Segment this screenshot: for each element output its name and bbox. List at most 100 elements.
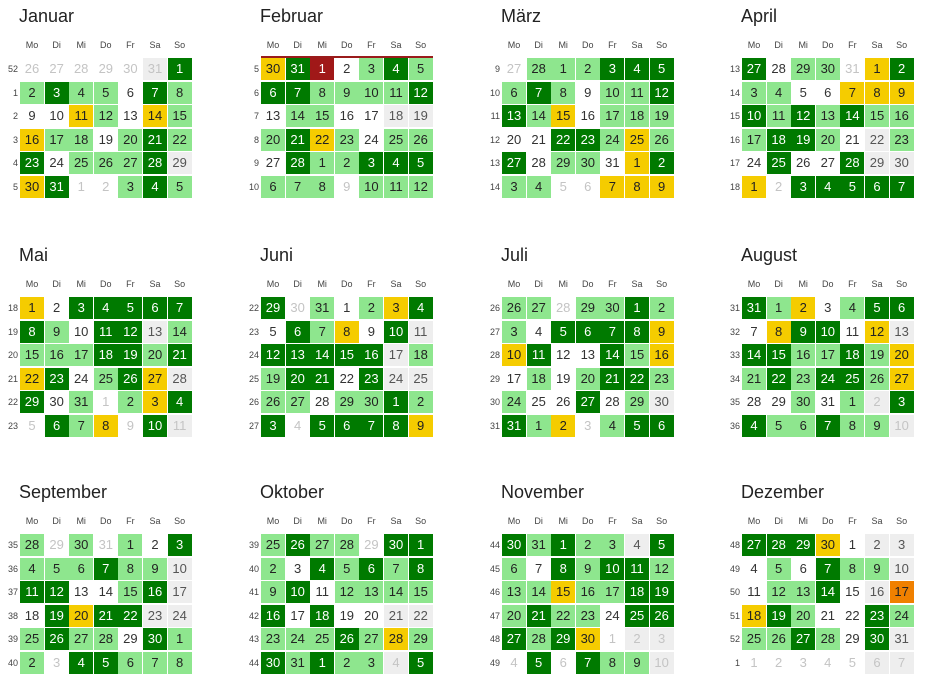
day-cell[interactable]: 3 — [742, 81, 766, 104]
day-cell[interactable]: 4 — [526, 176, 551, 198]
day-cell[interactable]: 19 — [551, 367, 576, 390]
day-cell[interactable]: 29 — [551, 628, 576, 651]
day-cell[interactable]: 7 — [840, 81, 865, 104]
day-cell[interactable]: 18 — [384, 105, 408, 128]
day-cell[interactable]: 23 — [261, 628, 285, 651]
day-cell[interactable]: 22 — [118, 604, 143, 627]
day-cell[interactable]: 8 — [20, 320, 44, 343]
day-cell[interactable]: 30 — [359, 391, 384, 414]
day-cell[interactable]: 4 — [840, 297, 865, 319]
day-cell[interactable]: 30 — [44, 391, 69, 414]
day-cell[interactable]: 26 — [551, 391, 576, 414]
day-cell[interactable]: 14 — [526, 105, 551, 128]
day-cell[interactable]: 15 — [625, 344, 649, 367]
day-cell[interactable]: 10 — [143, 415, 167, 437]
day-cell[interactable]: 12 — [865, 320, 889, 343]
day-cell[interactable]: 23 — [44, 367, 69, 390]
day-cell[interactable]: 23 — [359, 367, 384, 390]
day-cell[interactable]: 15 — [20, 344, 44, 367]
day-cell[interactable]: 28 — [167, 367, 192, 390]
day-cell[interactable]: 24 — [285, 628, 310, 651]
day-cell[interactable]: 13 — [575, 344, 600, 367]
day-cell[interactable]: 6 — [261, 176, 285, 198]
day-cell[interactable]: 14 — [815, 581, 840, 604]
day-cell[interactable]: 21 — [840, 128, 865, 151]
day-cell[interactable]: 7 — [69, 415, 94, 437]
day-cell[interactable]: 4 — [310, 557, 335, 580]
day-cell[interactable]: 11 — [625, 81, 649, 104]
day-cell[interactable]: 7 — [600, 176, 625, 198]
day-cell[interactable]: 28 — [285, 152, 310, 175]
day-cell[interactable]: 21 — [93, 604, 118, 627]
day-cell[interactable]: 7 — [384, 557, 408, 580]
day-cell[interactable]: 14 — [384, 581, 408, 604]
day-cell[interactable]: 17 — [44, 128, 69, 151]
day-cell[interactable]: 11 — [742, 581, 766, 604]
day-cell[interactable]: 20 — [359, 604, 384, 627]
day-cell[interactable]: 2 — [889, 58, 914, 80]
day-cell[interactable]: 1 — [310, 58, 335, 80]
day-cell[interactable]: 30 — [865, 628, 889, 651]
day-cell[interactable]: 13 — [118, 105, 143, 128]
day-cell[interactable]: 3 — [118, 176, 143, 198]
day-cell[interactable]: 10 — [359, 81, 384, 104]
day-cell[interactable]: 4 — [20, 557, 44, 580]
day-cell[interactable]: 9 — [334, 176, 359, 198]
day-cell[interactable]: 3 — [575, 415, 600, 437]
day-cell[interactable]: 6 — [69, 557, 94, 580]
day-cell[interactable]: 1 — [526, 415, 551, 437]
day-cell[interactable]: 6 — [285, 320, 310, 343]
day-cell[interactable]: 27 — [502, 628, 526, 651]
day-cell[interactable]: 9 — [20, 105, 44, 128]
day-cell[interactable]: 8 — [118, 557, 143, 580]
day-cell[interactable]: 1 — [334, 297, 359, 319]
day-cell[interactable]: 3 — [502, 320, 526, 343]
day-cell[interactable]: 27 — [359, 628, 384, 651]
day-cell[interactable]: 17 — [502, 367, 526, 390]
day-cell[interactable]: 23 — [865, 604, 889, 627]
day-cell[interactable]: 9 — [261, 581, 285, 604]
day-cell[interactable]: 2 — [551, 415, 576, 437]
day-cell[interactable]: 8 — [167, 81, 192, 104]
day-cell[interactable]: 1 — [408, 534, 433, 556]
day-cell[interactable]: 29 — [359, 534, 384, 556]
day-cell[interactable]: 5 — [118, 297, 143, 319]
day-cell[interactable]: 24 — [502, 391, 526, 414]
day-cell[interactable]: 24 — [44, 152, 69, 175]
day-cell[interactable]: 30 — [261, 652, 285, 674]
day-cell[interactable]: 29 — [44, 534, 69, 556]
day-cell[interactable]: 11 — [93, 320, 118, 343]
day-cell[interactable]: 1 — [551, 534, 576, 556]
day-cell[interactable]: 31 — [600, 152, 625, 175]
day-cell[interactable]: 8 — [625, 320, 649, 343]
day-cell[interactable]: 7 — [742, 320, 766, 343]
day-cell[interactable]: 11 — [526, 344, 551, 367]
day-cell[interactable]: 20 — [815, 128, 840, 151]
day-cell[interactable]: 24 — [69, 367, 94, 390]
day-cell[interactable]: 6 — [359, 557, 384, 580]
day-cell[interactable]: 4 — [143, 176, 167, 198]
day-cell[interactable]: 2 — [575, 58, 600, 80]
day-cell[interactable]: 10 — [815, 320, 840, 343]
day-cell[interactable]: 7 — [143, 81, 167, 104]
day-cell[interactable]: 31 — [285, 652, 310, 674]
day-cell[interactable]: 25 — [93, 367, 118, 390]
day-cell[interactable]: 6 — [575, 320, 600, 343]
day-cell[interactable]: 9 — [791, 320, 816, 343]
day-cell[interactable]: 9 — [143, 557, 167, 580]
day-cell[interactable]: 8 — [408, 557, 433, 580]
day-cell[interactable]: 7 — [889, 176, 914, 198]
day-cell[interactable]: 8 — [865, 81, 889, 104]
day-cell[interactable]: 28 — [526, 152, 551, 175]
day-cell[interactable]: 22 — [840, 604, 865, 627]
day-cell[interactable]: 21 — [742, 367, 766, 390]
day-cell[interactable]: 12 — [408, 176, 433, 198]
day-cell[interactable]: 8 — [840, 557, 865, 580]
day-cell[interactable]: 30 — [143, 628, 167, 651]
day-cell[interactable]: 15 — [408, 581, 433, 604]
day-cell[interactable]: 18 — [625, 581, 649, 604]
day-cell[interactable]: 1 — [766, 297, 791, 319]
day-cell[interactable]: 31 — [889, 628, 914, 651]
day-cell[interactable]: 12 — [118, 320, 143, 343]
day-cell[interactable]: 6 — [865, 176, 889, 198]
